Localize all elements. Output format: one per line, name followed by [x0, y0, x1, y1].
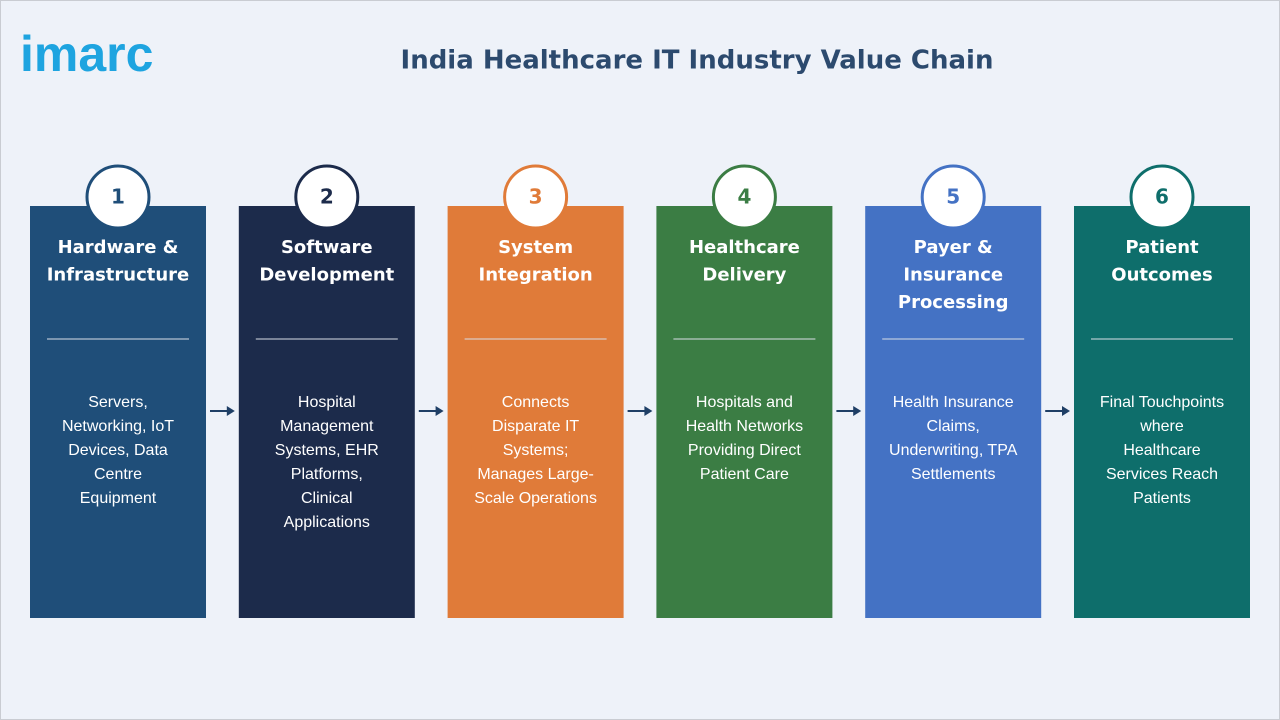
stage-title: Delivery — [702, 265, 786, 286]
stage-description: Hospital — [298, 394, 356, 411]
stage-description: Platforms, — [291, 466, 363, 483]
stage-title: Insurance — [903, 265, 1003, 286]
stage-description: Connects — [502, 394, 570, 411]
arrow-head — [435, 406, 444, 416]
stage-description: Settlements — [911, 466, 995, 483]
stage-description: where — [1139, 418, 1184, 435]
stage-description: Health Insurance — [893, 394, 1014, 411]
stage-description: Centre — [94, 466, 142, 483]
stage-description: Health Networks — [686, 418, 803, 435]
stage-badge — [920, 164, 986, 230]
stage-number: 2 — [320, 185, 334, 209]
stage-description: Disparate IT — [492, 418, 579, 435]
stage-description: Hospitals and — [696, 394, 793, 411]
stage-description: Devices, Data — [68, 442, 168, 459]
stage-box — [447, 206, 624, 618]
stage-number: 3 — [529, 185, 543, 209]
arrow-head — [644, 406, 653, 416]
stage-description: Systems; — [503, 442, 569, 459]
stage-description: Healthcare — [1123, 442, 1200, 459]
stage-description: Underwriting, TPA — [889, 442, 1018, 459]
stage-badge — [1129, 164, 1195, 230]
stage-description: Manages Large- — [477, 466, 594, 483]
stage-number: 1 — [111, 185, 125, 209]
arrow-head — [1062, 406, 1070, 416]
stage-title: Outcomes — [1111, 265, 1212, 286]
stage-description: Networking, IoT — [62, 418, 174, 435]
logo: imarc — [20, 26, 153, 82]
stage-badge — [294, 164, 360, 230]
stage-description: Systems, EHR — [275, 442, 379, 459]
stage-badge — [711, 164, 777, 230]
stage-title: System — [498, 237, 573, 258]
stage-title: Software — [281, 237, 373, 258]
stage-number: 4 — [737, 185, 751, 209]
stage-description: Applications — [284, 514, 370, 531]
stage-box — [30, 206, 206, 618]
stage-description: Scale Operations — [474, 490, 597, 507]
stage-box — [656, 206, 833, 618]
stage-box — [1074, 206, 1250, 618]
stage-badge — [503, 164, 569, 230]
stage-description: Clinical — [301, 490, 353, 507]
stage-description: Services Reach — [1106, 466, 1218, 483]
stage-title: Integration — [479, 265, 593, 286]
stage-title: Development — [259, 265, 394, 286]
stage-description: Patients — [1133, 490, 1191, 507]
stage-description: Providing Direct — [688, 442, 801, 459]
arrow-head — [226, 406, 235, 416]
stage-description: Management — [280, 418, 374, 435]
stage-badge — [85, 164, 151, 230]
stage-title: Healthcare — [689, 237, 800, 258]
stage-title: Processing — [898, 292, 1009, 313]
stage-description: Patient Care — [700, 466, 789, 483]
stage-description: Final Touchpoints — [1100, 394, 1224, 411]
stage-description: Equipment — [80, 490, 157, 507]
stage-description: Servers, — [88, 394, 148, 411]
stage-number: 5 — [946, 185, 960, 209]
arrow-head — [853, 406, 862, 416]
title: India Healthcare IT Industry Value Chain — [401, 46, 994, 76]
stage-title: Payer & — [914, 237, 993, 258]
stage-description: Claims, — [927, 418, 980, 435]
stage-title: Patient — [1125, 237, 1199, 258]
stage-title: Hardware & — [58, 237, 179, 258]
stage-box — [238, 206, 415, 618]
stage-box — [865, 206, 1042, 618]
stage-title: Infrastructure — [47, 265, 190, 286]
stage-number: 6 — [1155, 185, 1169, 209]
